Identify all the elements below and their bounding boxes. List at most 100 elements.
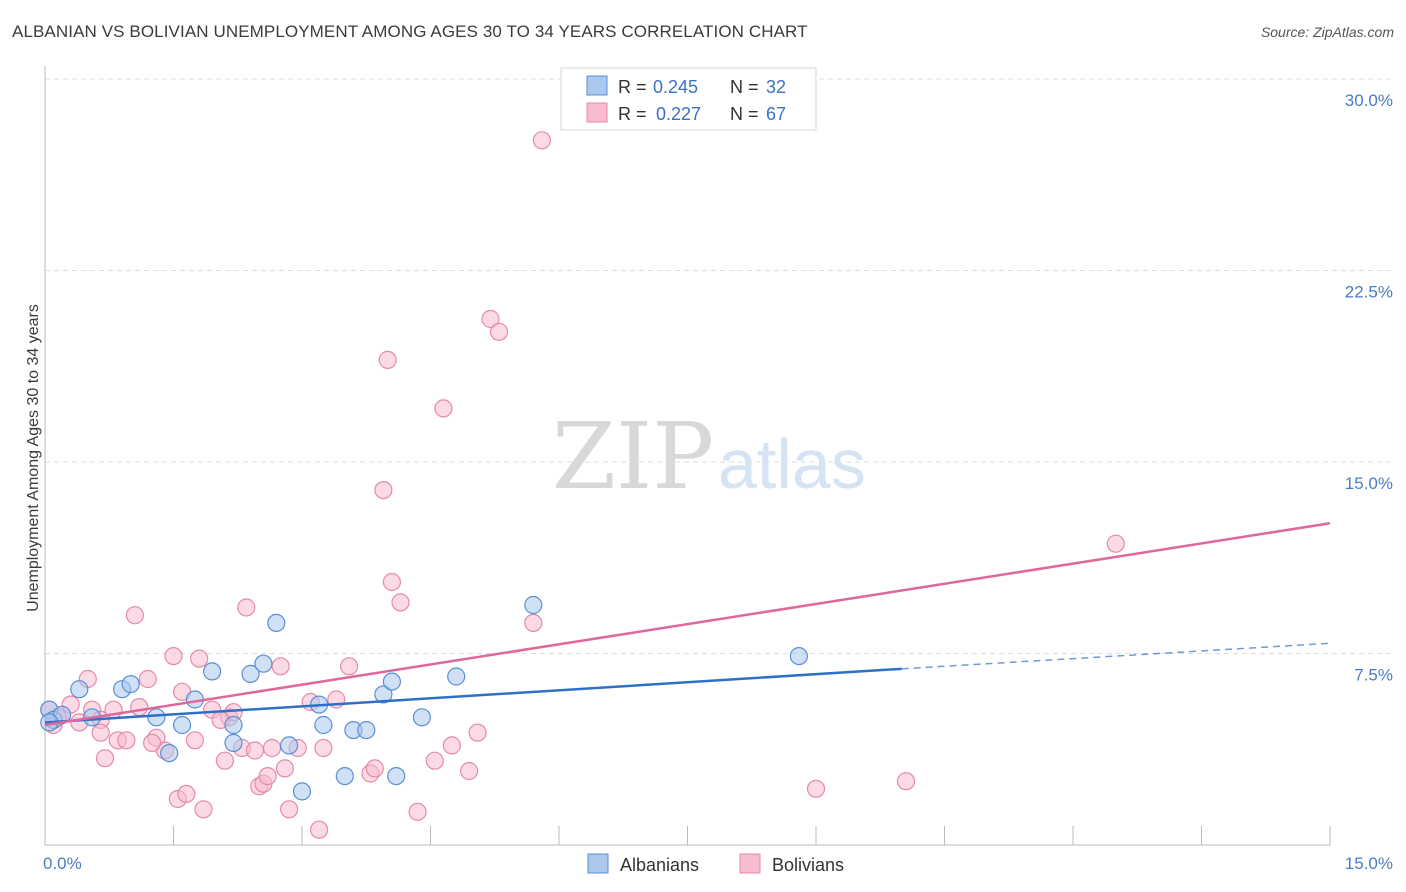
point-albanians-3 — [70, 680, 89, 699]
legend-n-label-bolivians: N = — [730, 104, 759, 124]
point-albanians-12 — [224, 715, 243, 735]
point-albanians-25 — [382, 672, 401, 691]
point-bolivians-34 — [258, 766, 277, 786]
point-albanians-21 — [335, 766, 354, 786]
bottom-legend-swatch-bolivians — [739, 853, 761, 874]
point-bolivians-31 — [245, 741, 264, 760]
chart-source: Source: ZipAtlas.com — [1260, 24, 1394, 40]
point-albanians-24 — [374, 685, 393, 704]
point-bolivians-63 — [1106, 534, 1125, 553]
trend-layer — [44, 522, 1331, 727]
point-bolivians-23 — [190, 649, 209, 668]
point-bolivians-49 — [382, 572, 401, 592]
y-tick-label-3: 30.0% — [1345, 91, 1393, 110]
point-bolivians-50 — [391, 593, 410, 612]
legend-r-value-albanians: 0.245 — [653, 77, 698, 97]
point-albanians-8 — [160, 743, 179, 763]
point-bolivians-18 — [164, 646, 183, 666]
point-bolivians-13 — [125, 606, 144, 625]
point-albanians-26 — [387, 766, 406, 786]
trend-line-bolivians — [44, 522, 1331, 727]
point-albanians-13 — [224, 733, 243, 753]
legend-box: R = 0.245 N = 32 R = 0.227 N = 67 — [560, 67, 817, 131]
point-albanians-28 — [447, 667, 466, 686]
point-albanians-7 — [147, 708, 166, 727]
point-bolivians-42 — [314, 738, 333, 758]
point-bolivians-48 — [378, 350, 397, 369]
point-bolivians-35 — [262, 738, 282, 758]
point-albanians-14 — [241, 664, 260, 684]
point-bolivians-14 — [130, 697, 149, 717]
point-albanians-16 — [267, 613, 286, 633]
point-bolivians-51 — [408, 802, 427, 821]
y-axis-label: Unemployment Among Ages 30 to 34 years — [25, 304, 42, 612]
legend-r-label-albanians: R = — [618, 77, 647, 97]
point-albanians-20 — [314, 715, 333, 735]
legend-r-value-bolivians: 0.227 — [656, 104, 701, 124]
grid-layer — [45, 78, 1393, 654]
legend-swatch-albanians — [586, 75, 608, 96]
point-bolivians-65 — [143, 733, 162, 753]
watermark-atlas: atlas — [718, 425, 866, 503]
point-albanians-11 — [203, 662, 222, 681]
point-bolivians-44 — [340, 657, 359, 676]
trend-line-albanians-extension — [901, 642, 1331, 670]
x-tick-label-0: 0.0% — [43, 854, 82, 873]
point-bolivians-56 — [468, 723, 487, 742]
point-bolivians-59 — [524, 613, 543, 633]
trend-line-albanians — [44, 667, 902, 724]
point-bolivians-54 — [442, 736, 461, 755]
bottom-legend-swatch-albanians — [587, 853, 609, 874]
chart-title: ALBANIAN VS BOLIVIAN UNEMPLOYMENT AMONG … — [12, 22, 808, 41]
point-bolivians-61 — [806, 779, 826, 798]
watermark-zip: ZIP — [552, 403, 714, 510]
point-bolivians-22 — [185, 731, 204, 750]
point-bolivians-41 — [310, 820, 329, 839]
point-albanians-29 — [524, 595, 543, 615]
point-bolivians-12 — [117, 731, 136, 750]
legend-n-label-albanians: N = — [730, 77, 759, 97]
point-bolivians-53 — [434, 399, 453, 418]
point-bolivians-9 — [95, 749, 115, 768]
point-albanians-18 — [292, 782, 312, 801]
point-bolivians-8 — [91, 723, 110, 742]
y-tick-label-2: 22.5% — [1345, 283, 1393, 302]
point-bolivians-24 — [194, 800, 213, 819]
point-albanians-30 — [789, 646, 809, 666]
point-bolivians-55 — [460, 761, 479, 781]
bottom-legend-albanians: Albanians — [620, 855, 699, 875]
point-bolivians-37 — [275, 759, 294, 778]
point-bolivians-52 — [425, 751, 444, 770]
axis-layer: 7.5% 15.0% 22.5% 30.0% 0.0% 15.0% — [43, 66, 1393, 873]
point-bolivians-38 — [280, 800, 299, 819]
point-bolivians-15 — [138, 669, 157, 689]
point-albanians-9 — [173, 715, 192, 735]
point-bolivians-46 — [365, 759, 384, 778]
point-albanians-23 — [357, 720, 376, 740]
legend-n-value-albanians: 32 — [766, 77, 786, 97]
x-tick-label-1: 15.0% — [1345, 854, 1393, 873]
point-bolivians-26 — [215, 751, 234, 770]
point-bolivians-57 — [481, 309, 500, 329]
point-albanians-27 — [412, 708, 431, 727]
legend-swatch-bolivians — [586, 102, 608, 123]
point-albanians-15 — [254, 654, 273, 673]
legend-r-label-bolivians: R = — [618, 104, 647, 124]
point-bolivians-47 — [374, 481, 393, 500]
watermark: ZIP atlas — [552, 403, 866, 510]
legend-n-value-bolivians: 67 — [766, 104, 786, 124]
point-bolivians-58 — [489, 322, 509, 341]
point-bolivians-21 — [177, 784, 196, 804]
point-bolivians-30 — [237, 598, 256, 617]
point-bolivians-60 — [532, 131, 552, 150]
bottom-legend-bolivians: Bolivians — [772, 855, 844, 875]
point-albanians-17 — [280, 736, 299, 755]
point-albanians-6 — [121, 674, 140, 694]
point-bolivians-62 — [896, 772, 916, 791]
y-tick-label-1: 15.0% — [1345, 474, 1393, 493]
bottom-legend: Albanians Bolivians — [587, 853, 844, 875]
points-layer — [40, 131, 1125, 839]
y-tick-label-0: 7.5% — [1354, 666, 1393, 685]
point-bolivians-36 — [271, 657, 290, 676]
